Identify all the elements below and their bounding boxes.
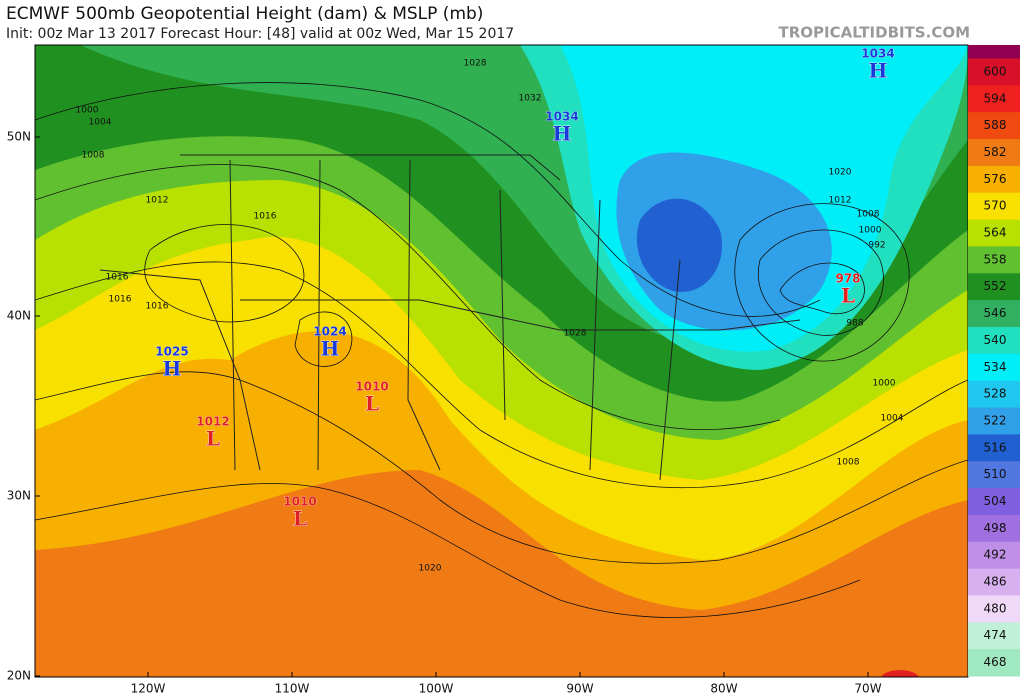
lat-label: 20N [7, 669, 31, 683]
center-value: 1010 [355, 380, 388, 394]
center-value: 1012 [196, 415, 229, 429]
center-letter: L [841, 284, 855, 308]
lon-label: 70W [854, 682, 881, 696]
colorbar-swatch [968, 407, 1020, 435]
colorbar-swatch [968, 300, 1020, 328]
isobar-label: 992 [868, 241, 885, 251]
colorbar-label: 600 [984, 64, 1007, 78]
watermark: TROPICALTIDBITS.COM [779, 24, 971, 42]
colorbar-swatch [968, 568, 1020, 596]
center-letter: H [321, 337, 340, 361]
colorbar-label: 540 [984, 333, 1007, 347]
center-value: 1034 [545, 110, 578, 124]
colorbar-swatch [968, 595, 1020, 623]
isobar-label: 1008 [857, 210, 880, 220]
isobar-label: 1028 [464, 59, 487, 69]
isobar-label: 1020 [419, 564, 442, 574]
colorbar-swatch [968, 246, 1020, 274]
isobar-label: 1004 [881, 414, 904, 424]
colorbar-label: 522 [984, 413, 1007, 427]
lon-label: 110W [275, 682, 310, 696]
colorbar-label: 552 [984, 279, 1007, 293]
colorbar-swatch [968, 273, 1020, 301]
colorbar-label: 534 [984, 360, 1007, 374]
colorbar-swatch [968, 434, 1020, 462]
isobar-label: 1012 [146, 196, 169, 206]
colorbar-swatch [968, 165, 1020, 194]
colorbar-swatch [968, 326, 1020, 355]
colorbar-swatch [968, 58, 1020, 86]
colorbar-label: 570 [984, 199, 1007, 213]
colorbar-label: 510 [984, 467, 1007, 481]
center-letter: H [553, 122, 572, 146]
colorbar-swatch [968, 139, 1020, 167]
isobar-label: 1028 [564, 329, 587, 339]
colorbar-label: 528 [984, 387, 1007, 401]
colorbar-label: 576 [984, 172, 1007, 186]
lon-label: 120W [131, 682, 166, 696]
isobar-label: 1016 [109, 295, 132, 305]
title: ECMWF 500mb Geopotential Height (dam) & … [6, 4, 483, 24]
colorbar-label: 558 [984, 252, 1007, 266]
lon-label: 90W [566, 682, 593, 696]
center-letter: H [163, 357, 182, 381]
isobar-label: 1004 [89, 118, 112, 128]
isobar-label: 1016 [106, 273, 129, 283]
isobar-label: 1032 [519, 94, 542, 104]
colorbar-label: 582 [984, 145, 1007, 159]
map-fill [35, 45, 968, 677]
center-value: 1024 [313, 325, 346, 339]
isobar-label: 1000 [76, 106, 99, 116]
center-value: 1034 [861, 47, 894, 61]
isobar-label: 1008 [82, 151, 105, 161]
colorbar-label: 474 [984, 628, 1007, 642]
colorbar-swatch [968, 514, 1020, 543]
colorbar-label: 468 [984, 655, 1007, 669]
lat-label: 40N [7, 309, 31, 323]
center-letter: L [293, 507, 307, 531]
colorbar-swatch [968, 380, 1020, 409]
isobar-label: 988 [846, 319, 863, 329]
subtitle: Init: 00z Mar 13 2017 Forecast Hour: [48… [6, 26, 514, 42]
colorbar-label: 516 [984, 440, 1007, 454]
colorbar-swatch [968, 353, 1020, 382]
isobar-label: 1012 [829, 196, 852, 206]
center-letter: L [206, 427, 220, 451]
colorbar-swatch [968, 488, 1020, 516]
lon-label: 80W [710, 682, 737, 696]
colorbar-label: 546 [984, 306, 1007, 320]
colorbar-label: 492 [984, 548, 1007, 562]
colorbar-swatch [968, 622, 1020, 650]
colorbar-label: 564 [984, 226, 1007, 240]
lat-label: 50N [7, 130, 31, 144]
colorbar-label: 480 [984, 601, 1007, 615]
isobar-label: 1000 [873, 379, 896, 389]
isobar-label: 1000 [859, 226, 882, 236]
colorbar-label: 504 [984, 494, 1007, 508]
center-value: 1025 [155, 345, 188, 359]
isobar-label: 1016 [146, 302, 169, 312]
isobar-label: 1020 [829, 168, 852, 178]
colorbar-swatch [968, 112, 1020, 140]
colorbar-label: 486 [984, 575, 1007, 589]
lat-label: 30N [7, 489, 31, 503]
center-letter: H [869, 59, 888, 83]
colorbar-swatch [968, 541, 1020, 570]
colorbar-swatch [968, 461, 1020, 489]
center-letter: L [365, 392, 379, 416]
colorbar-swatch [968, 192, 1020, 221]
lon-label: 100W [419, 682, 454, 696]
center-value: 1010 [283, 495, 316, 509]
colorbar-label: 498 [984, 521, 1007, 535]
center-value: 978 [835, 272, 860, 286]
colorbar-label: 594 [984, 91, 1007, 105]
colorbar-swatch [968, 649, 1020, 677]
colorbar-swatch [968, 219, 1020, 247]
colorbar-label: 588 [984, 118, 1007, 132]
isobar-label: 1016 [254, 212, 277, 222]
colorbar-swatch [968, 85, 1020, 113]
isobar-label: 1008 [837, 458, 860, 468]
